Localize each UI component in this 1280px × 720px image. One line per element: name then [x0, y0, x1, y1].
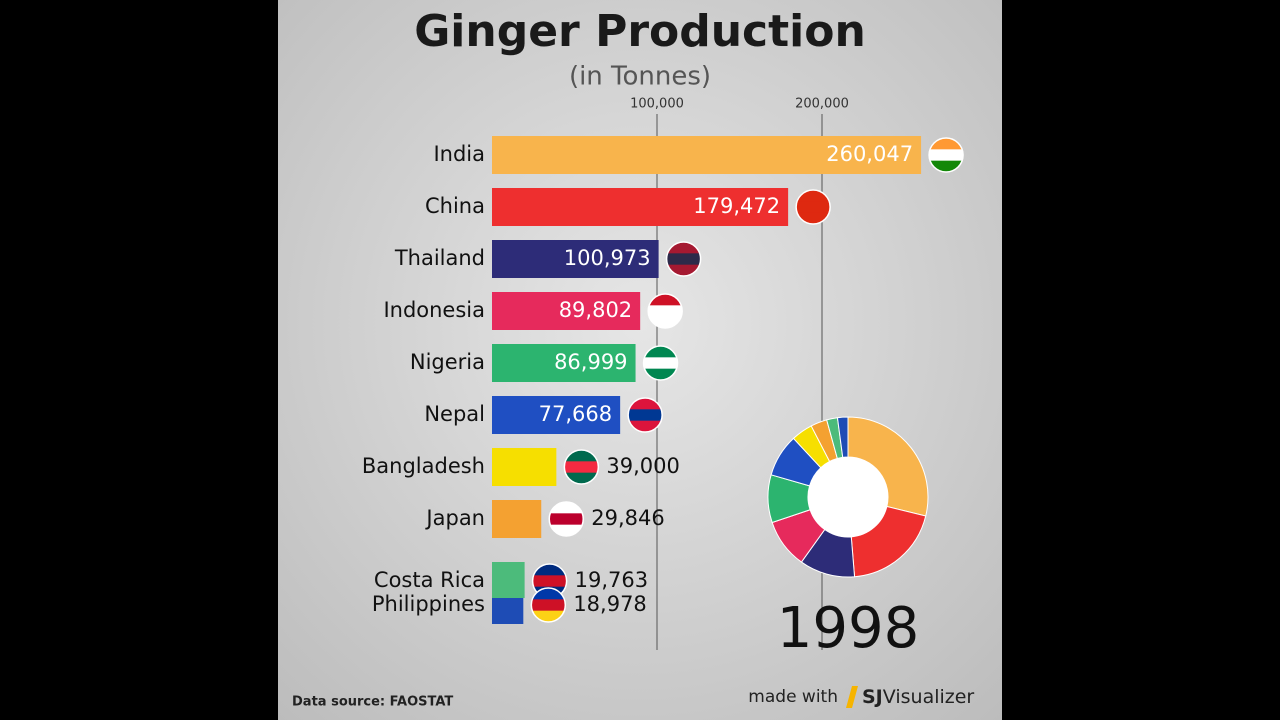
- value-label: 18,978: [573, 592, 646, 616]
- flag-stripe: [796, 212, 831, 224]
- bar: [492, 136, 922, 174]
- flag-stripe: [628, 409, 663, 422]
- category-label: Bangladesh: [362, 454, 485, 478]
- flag-stripe: [643, 357, 678, 370]
- flag-rim: [642, 345, 679, 381]
- flag-stripe: [549, 513, 584, 526]
- flag-stripe: [796, 190, 831, 202]
- flag: [647, 293, 683, 329]
- category-label: Costa Rica: [374, 568, 485, 592]
- flag-rim: [647, 293, 683, 329]
- category-label: Nigeria: [410, 350, 485, 374]
- category-label: Nepal: [424, 402, 485, 426]
- bar: [492, 292, 641, 330]
- category-label: Indonesia: [383, 298, 485, 322]
- value-label: 89,802: [559, 298, 632, 322]
- flag-stripe: [643, 368, 678, 380]
- flag-stripe: [564, 461, 599, 474]
- flag: [795, 189, 831, 225]
- category-label: India: [433, 142, 485, 166]
- flag-stripe: [549, 524, 584, 536]
- flag-stripe: [531, 588, 566, 600]
- flag-stripe: [564, 472, 599, 484]
- flag-stripe: [666, 242, 701, 254]
- logo-icon: [846, 686, 858, 708]
- donut-hole: [808, 457, 888, 537]
- flag-rim: [627, 397, 663, 433]
- flag: [928, 137, 964, 173]
- flag-rim: [928, 137, 964, 173]
- flag-stripe: [666, 253, 701, 266]
- flag-rim: [563, 449, 600, 485]
- bar: [492, 396, 621, 434]
- category-label: China: [425, 194, 485, 218]
- flag-stripe: [628, 420, 663, 432]
- flag-stripe: [929, 138, 964, 150]
- category-label: Japan: [424, 506, 485, 530]
- bar: [492, 598, 524, 624]
- flag-stripe: [648, 316, 683, 328]
- flag-rim: [530, 587, 567, 623]
- value-label: 179,472: [693, 194, 780, 218]
- year-label: 1998: [777, 596, 920, 661]
- flag-stripe: [531, 599, 566, 612]
- x-tick-label: 100,000: [630, 97, 684, 112]
- value-label: 260,047: [826, 142, 913, 166]
- value-label: 100,973: [564, 246, 651, 270]
- chart-title: Ginger Production: [414, 6, 866, 57]
- flag-stripe: [532, 564, 567, 576]
- flag-stripe: [643, 346, 678, 358]
- flag-stripe: [648, 294, 683, 306]
- flag-stripe: [564, 450, 599, 462]
- flag-stripe: [929, 160, 964, 172]
- panel: [278, 0, 1002, 720]
- flag-stripe: [549, 502, 584, 514]
- bar: [492, 188, 789, 226]
- brand-bold: SJ: [862, 686, 883, 708]
- source-note: Data source: FAOSTAT: [292, 695, 453, 710]
- value-label: 29,846: [591, 506, 664, 530]
- bar: [492, 344, 636, 382]
- flag-rim: [665, 241, 702, 277]
- flag-stripe: [666, 264, 701, 276]
- chart-subtitle: (in Tonnes): [569, 62, 711, 92]
- credit-text: made with: [748, 687, 838, 707]
- flag: [530, 587, 567, 623]
- bar: [492, 500, 542, 538]
- flag-stripe: [929, 149, 964, 162]
- flag-rim: [795, 189, 831, 225]
- value-label: 39,000: [606, 454, 679, 478]
- x-tick-label: 200,000: [795, 97, 849, 112]
- flag-stripe: [628, 398, 663, 410]
- bar: [492, 448, 557, 486]
- flag-rim: [548, 501, 584, 537]
- brand-rest: Visualizer: [883, 686, 975, 708]
- value-label: 86,999: [554, 350, 627, 374]
- flag-stripe: [532, 575, 567, 588]
- flag-stripe: [531, 610, 566, 622]
- flag-stripe: [796, 201, 831, 214]
- flag: [563, 449, 600, 485]
- value-label: 77,668: [539, 402, 612, 426]
- brand: SJVisualizer: [862, 686, 974, 708]
- flag: [665, 241, 702, 277]
- flag: [642, 345, 679, 381]
- category-label: Thailand: [394, 246, 485, 270]
- bar: [492, 562, 525, 598]
- bar: [492, 240, 659, 278]
- flag: [627, 397, 663, 433]
- flag-stripe: [648, 305, 683, 318]
- category-label: Philippines: [372, 592, 485, 616]
- value-label: 19,763: [575, 568, 648, 592]
- flag: [548, 501, 584, 537]
